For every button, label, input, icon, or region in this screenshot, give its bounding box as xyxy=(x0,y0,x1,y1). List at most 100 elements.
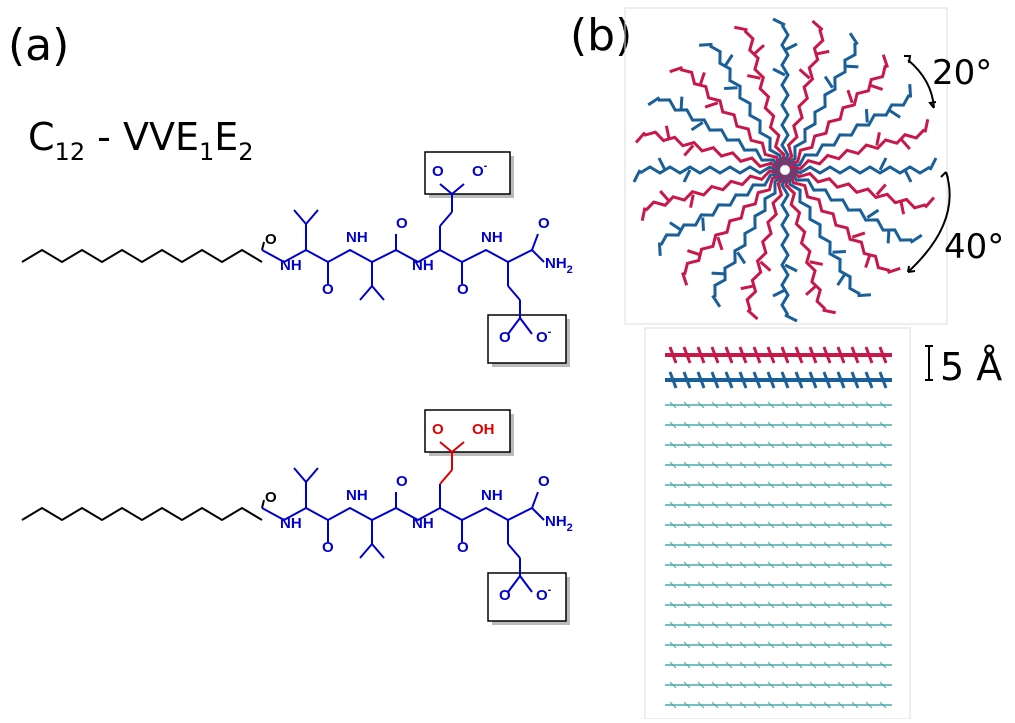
molecule xyxy=(782,175,788,315)
atom-symbol: NH xyxy=(280,257,302,274)
branch xyxy=(816,51,829,54)
branch xyxy=(905,170,911,182)
branch xyxy=(773,290,785,296)
atom-symbol: O xyxy=(432,163,444,180)
atom-label: NH xyxy=(412,257,434,274)
molecules: ONHONHONHONHONH2OO-OO-ONHONHONHONHONH2OO… xyxy=(22,152,573,625)
spacing-label: 5 Å xyxy=(940,345,1002,389)
atom-symbol: O xyxy=(265,231,277,248)
atom-charge: - xyxy=(484,160,488,172)
branch xyxy=(910,84,911,97)
atom-symbol: NH xyxy=(346,229,368,246)
branch xyxy=(738,252,745,263)
bond xyxy=(262,250,544,262)
panel-label: (a) xyxy=(8,20,69,71)
atom-label: O xyxy=(538,215,550,232)
branch xyxy=(785,315,797,321)
branch xyxy=(713,296,720,307)
atom-symbol: O xyxy=(322,539,334,556)
branch xyxy=(687,251,700,255)
atom-label: NH2 xyxy=(545,513,573,534)
atom-label: O xyxy=(396,215,408,232)
atom-symbol: NH xyxy=(481,229,503,246)
branch xyxy=(712,273,725,274)
branch xyxy=(684,145,693,155)
atom-symbol: OH xyxy=(472,421,495,438)
formula: C12 - VVE1E2 xyxy=(28,115,254,166)
bond xyxy=(262,508,544,520)
simulation xyxy=(634,19,936,708)
atom-subscript: 2 xyxy=(567,522,573,534)
atom-symbol: O xyxy=(536,587,548,604)
branch xyxy=(901,139,910,149)
formula-part: - VVE xyxy=(85,115,199,159)
branch xyxy=(642,208,645,221)
atom-symbol: NH xyxy=(412,515,434,532)
branch xyxy=(760,262,770,271)
bond xyxy=(532,492,538,508)
branch xyxy=(681,97,682,110)
branch xyxy=(666,126,669,139)
branch xyxy=(636,132,645,142)
branch xyxy=(911,235,922,242)
atom-label: NH xyxy=(412,515,434,532)
atom-symbol: NH xyxy=(545,513,567,530)
branch xyxy=(877,185,886,195)
atom-charge: - xyxy=(548,326,552,338)
branch xyxy=(703,218,704,231)
atom-label: NH xyxy=(481,487,503,504)
molecule xyxy=(785,43,855,164)
atom-label: O xyxy=(265,489,277,506)
bond xyxy=(262,242,264,250)
branch xyxy=(734,27,747,30)
branch xyxy=(848,90,852,103)
branch xyxy=(660,191,669,201)
atom-label: O xyxy=(265,231,277,248)
angle-label: 20° xyxy=(932,53,992,93)
branch xyxy=(888,230,889,243)
bond xyxy=(294,468,306,482)
atom-label: O xyxy=(499,587,511,604)
branch xyxy=(773,19,785,25)
atom-label: OH xyxy=(472,421,495,438)
branch xyxy=(724,88,737,89)
branch xyxy=(634,170,640,182)
atom-symbol: O xyxy=(396,473,408,490)
bond xyxy=(306,468,318,482)
atom-symbol: NH xyxy=(481,487,503,504)
molecule xyxy=(791,170,912,240)
atom-label: O xyxy=(457,539,469,556)
branch xyxy=(858,295,871,296)
branch xyxy=(901,201,904,214)
branch xyxy=(747,76,760,79)
bond xyxy=(440,212,452,226)
molecule xyxy=(715,176,785,297)
branch xyxy=(718,237,722,250)
atom-symbol: NH xyxy=(545,255,567,272)
branch xyxy=(833,251,846,252)
formula-part: C xyxy=(28,115,55,159)
branch xyxy=(850,33,857,44)
atom-symbol: O xyxy=(265,489,277,506)
bond xyxy=(360,544,372,558)
subscript: 12 xyxy=(55,138,86,166)
atom-symbol: O xyxy=(538,215,550,232)
atom-label: NH xyxy=(481,229,503,246)
branch xyxy=(648,98,659,105)
branch xyxy=(705,103,718,107)
branch xyxy=(659,243,660,256)
angle-label: 40° xyxy=(944,227,1004,267)
atom-label: O xyxy=(322,281,334,298)
branch xyxy=(925,119,928,132)
atom-symbol: O xyxy=(457,281,469,298)
figure: (a) (b) C12 - VVE1E2 20° 40° 5 Å ONHONHO… xyxy=(0,0,1015,719)
branch xyxy=(812,21,822,30)
bond xyxy=(372,544,384,558)
atom-label: O xyxy=(322,539,334,556)
branch xyxy=(670,223,681,230)
atom-charge: - xyxy=(548,584,552,596)
branch xyxy=(800,69,810,78)
atom-symbol: O xyxy=(432,421,444,438)
branch xyxy=(866,109,867,122)
atom-symbol: O xyxy=(499,329,511,346)
